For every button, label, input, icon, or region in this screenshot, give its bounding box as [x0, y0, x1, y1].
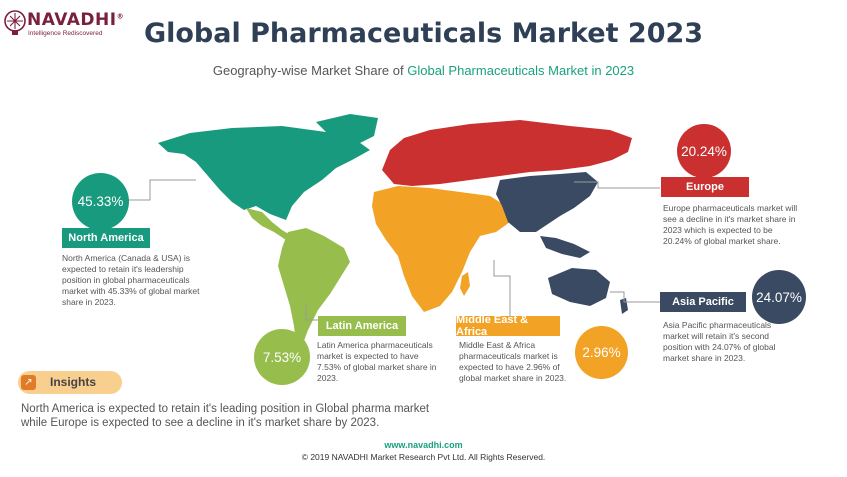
insights-text: North America is expected to retain it's… — [21, 403, 430, 429]
region-southeast-asia — [540, 236, 590, 258]
value-circle-europe: 20.24% — [677, 124, 731, 178]
desc-asia-pacific: Asia Pacific pharmaceuticals market will… — [663, 320, 776, 363]
region-latin-america — [278, 228, 350, 346]
desc-latin-america: Latin America pharmaceuticals market is … — [317, 340, 437, 383]
leader-north-america — [124, 179, 196, 201]
leader-latin-america — [305, 304, 318, 321]
region-greenland — [316, 114, 378, 146]
chart-trend-icon: ↗ — [21, 375, 36, 390]
leader-middle-east-africa — [493, 260, 511, 316]
insights-pill — [18, 371, 122, 394]
leader-europe — [574, 181, 660, 189]
brand-name: NAVADHI® — [27, 10, 125, 30]
leader-asia-pacific — [610, 291, 660, 303]
insights-label: Insights — [50, 375, 97, 389]
region-middle-east-africa — [372, 186, 510, 312]
value-circle-middle-east-africa: 2.96% — [575, 326, 628, 379]
region-asia-pacific — [496, 172, 598, 232]
page-subtitle: Geography-wise Market Share of Global Ph… — [212, 63, 635, 78]
label-asia-pacific: Asia Pacific — [660, 292, 746, 312]
label-north-america: North America — [62, 228, 150, 248]
region-central-america — [246, 208, 292, 240]
region-north-america — [158, 126, 370, 220]
value-circle-asia-pacific: 24.07% — [752, 270, 806, 324]
value-circle-north-america: 45.33% — [72, 173, 129, 230]
value-circle-latin-america: 7.53% — [254, 329, 310, 385]
brand-logo-icon — [4, 10, 26, 35]
footer-copyright: © 2019 NAVADHI Market Research Pvt Ltd. … — [301, 452, 546, 462]
region-madagascar — [460, 272, 470, 296]
region-australia — [548, 268, 610, 306]
desc-north-america: North America (Canada & USA) is expected… — [62, 253, 200, 307]
region-europe — [382, 120, 632, 186]
page-title: Global Pharmaceuticals Market 2023 — [143, 18, 704, 49]
brand-tagline: Intelligence Rediscovered — [28, 30, 103, 37]
label-middle-east-africa: Middle East & Africa — [456, 314, 560, 338]
desc-europe: Europe pharmaceuticals market will see a… — [663, 203, 798, 246]
label-europe: Europe — [661, 177, 749, 197]
footer-url[interactable]: www.navadhi.com — [384, 440, 463, 450]
label-latin-america: Latin America — [318, 316, 406, 336]
desc-middle-east-africa: Middle East & Africa pharmaceuticals mar… — [459, 340, 567, 383]
